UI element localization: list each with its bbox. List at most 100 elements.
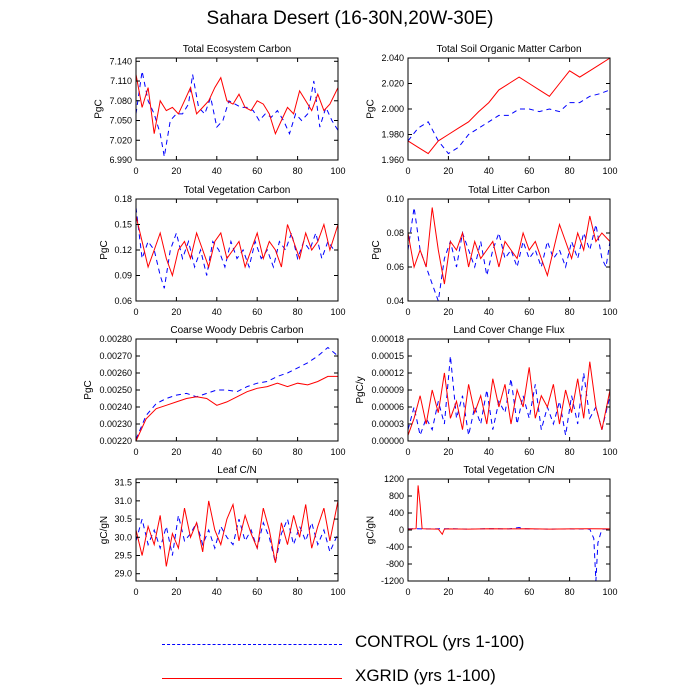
x-tick-label: 0	[405, 447, 410, 457]
y-tick-label: 0.00270	[99, 351, 132, 361]
y-axis-label: PgC	[99, 240, 110, 259]
y-tick-label: 0.15	[114, 220, 132, 230]
y-tick-label: -1200	[381, 576, 404, 586]
y-tick-label: 0.12	[114, 245, 132, 255]
y-tick-label: 0.18	[114, 194, 132, 204]
x-tick-label: 20	[171, 447, 181, 457]
panel-frame	[135, 198, 339, 302]
series-line-control	[135, 346, 339, 440]
x-tick-label: 0	[405, 307, 410, 317]
x-tick-label: 60	[252, 307, 262, 317]
y-tick-label: 0.10	[386, 194, 404, 204]
x-tick-label: 100	[330, 307, 345, 317]
y-tick-label: 7.110	[110, 76, 132, 86]
y-tick-label: 0.00280	[99, 334, 132, 344]
y-tick-label: 0.00003	[371, 419, 404, 429]
x-tick-label: 0	[133, 447, 138, 457]
x-tick-label: 20	[171, 166, 181, 176]
panel-4: Total Litter Carbon 0 20 40 60 80 100 0.04 0.06 0…	[371, 185, 618, 317]
y-tick-label: 0.00260	[99, 368, 132, 378]
legend-item-control: CONTROL (yrs 1-100)	[150, 632, 650, 658]
x-tick-label: 100	[602, 307, 617, 317]
x-tick-label: 0	[133, 587, 138, 597]
y-tick-label: 0.00250	[99, 385, 132, 395]
x-tick-label: 20	[443, 307, 453, 317]
x-tick-label: 80	[565, 307, 575, 317]
x-tick-label: 60	[524, 587, 534, 597]
y-tick-label: 0.00240	[99, 402, 132, 412]
x-tick-label: 80	[565, 166, 575, 176]
y-axis-label: gC/gN	[366, 516, 377, 544]
series-line-control	[407, 207, 611, 302]
y-tick-label: -400	[386, 542, 404, 552]
x-tick-label: 0	[133, 166, 138, 176]
x-tick-label: 100	[602, 587, 617, 597]
y-tick-label: 2.020	[381, 79, 404, 89]
x-tick-label: 60	[252, 587, 262, 597]
y-tick-label: -800	[386, 559, 404, 569]
y-tick-label: 1.960	[381, 155, 404, 165]
panel-title: Leaf C/N	[217, 465, 256, 476]
x-tick-label: 0	[405, 166, 410, 176]
series-line-xgrid	[407, 57, 611, 155]
y-tick-label: 400	[389, 508, 404, 518]
y-tick-label: 30.0	[114, 532, 132, 542]
panel-title: Total Litter Carbon	[468, 185, 550, 196]
x-tick-label: 40	[484, 587, 494, 597]
x-tick-label: 20	[443, 447, 453, 457]
panel-6: Land Cover Change Flux 0 20 40 60 80 100 0.0000…	[355, 325, 618, 457]
figure-title: Sahara Desert (16-30N,20W-30E)	[206, 8, 494, 29]
y-tick-label: 7.140	[109, 56, 132, 66]
panel-frame	[135, 338, 339, 442]
y-axis-label: PgC	[366, 99, 377, 118]
y-tick-label: 0.00230	[99, 419, 132, 429]
panel-title: Total Soil Organic Matter Carbon	[436, 44, 581, 55]
x-tick-label: 60	[524, 166, 534, 176]
x-tick-label: 20	[443, 166, 453, 176]
y-tick-label: 0.00015	[371, 351, 404, 361]
x-tick-label: 80	[565, 587, 575, 597]
y-axis-label: PgC	[94, 99, 105, 118]
y-tick-label: 31.0	[114, 496, 132, 506]
x-tick-label: 80	[293, 447, 303, 457]
x-tick-label: 20	[171, 587, 181, 597]
panel-7: Leaf C/N 0 20 40 60 80 100 29.0 29.5 30.0 30.5 31.0…	[99, 465, 346, 597]
x-tick-label: 100	[330, 587, 345, 597]
x-tick-label: 40	[212, 307, 222, 317]
panel-frame	[135, 478, 339, 582]
y-tick-label: 0	[399, 525, 404, 535]
y-tick-label: 2.040	[381, 53, 404, 63]
x-tick-label: 100	[330, 166, 345, 176]
x-tick-label: 40	[212, 587, 222, 597]
y-tick-label: 0.04	[386, 296, 404, 306]
panel-title: Total Vegetation C/N	[463, 465, 554, 476]
panel-title: Total Vegetation Carbon	[184, 185, 291, 196]
x-tick-label: 80	[293, 587, 303, 597]
legend-line-xgrid	[162, 678, 342, 679]
x-tick-label: 60	[524, 307, 534, 317]
x-tick-label: 80	[293, 166, 303, 176]
series-line-xgrid	[407, 361, 611, 436]
y-tick-label: 0.00220	[99, 436, 132, 446]
panel-frame	[407, 57, 611, 161]
x-tick-label: 60	[252, 447, 262, 457]
series-line-control	[407, 355, 611, 438]
y-axis-label: PgC	[83, 380, 94, 399]
x-tick-label: 20	[443, 587, 453, 597]
y-tick-label: 30.5	[114, 514, 132, 524]
series-line-xgrid	[135, 74, 339, 136]
series-line-xgrid	[135, 500, 339, 567]
y-tick-label: 0.06	[114, 296, 132, 306]
series-line-xgrid	[135, 375, 338, 442]
y-tick-label: 29.5	[114, 551, 132, 561]
y-tick-label: 29.0	[114, 569, 132, 579]
x-tick-label: 0	[405, 587, 410, 597]
legend-item-xgrid: XGRID (yrs 1-100)	[150, 666, 650, 692]
y-tick-label: 7.020	[109, 135, 132, 145]
y-tick-label: 800	[389, 491, 404, 501]
legend-label-xgrid: XGRID (yrs 1-100)	[355, 666, 496, 685]
y-tick-label: 0.00012	[371, 368, 404, 378]
x-tick-label: 80	[293, 307, 303, 317]
y-axis-label: PgC/y	[355, 376, 366, 403]
